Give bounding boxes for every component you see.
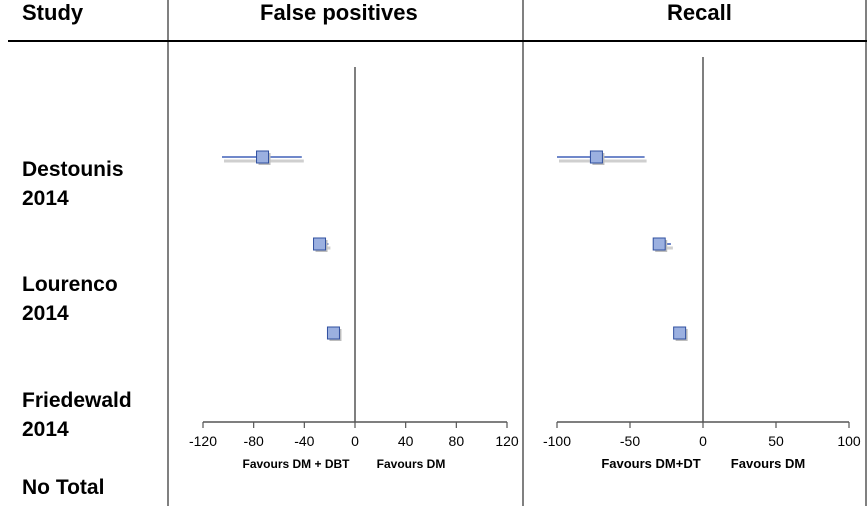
recall-tick-label: 50 [768, 433, 784, 449]
recall-tick-label: 100 [837, 433, 861, 449]
recall-tick-label: -50 [620, 433, 640, 449]
false-positives-panel: -120 -80 -40 0 40 80 120 Favours DM + DBT Favour… [189, 67, 519, 471]
fp-point-estimate [256, 150, 270, 164]
fp-tick-label: 0 [351, 433, 359, 449]
fp-tick-label: -120 [189, 433, 217, 449]
study-label-friedewald: Friedewald 2014 [22, 386, 132, 444]
recall-tick-label: -100 [543, 433, 571, 449]
study-label-no-total: No Total [22, 473, 104, 502]
recall-favours-right-label: Favours DM [731, 456, 805, 471]
fp-point-estimate [326, 326, 340, 340]
recall-point-estimate [652, 237, 666, 251]
study-name: Destounis [22, 158, 124, 181]
study-name: No Total [22, 476, 105, 499]
study-label-destounis: Destounis 2014 [22, 155, 124, 213]
fp-tick-label: 120 [495, 433, 519, 449]
recall-panel: -100 -50 0 50 100 Favours DM+DT Favours DM [543, 57, 861, 471]
recall-point-estimate [589, 150, 603, 164]
study-year: 2014 [22, 418, 69, 441]
recall-tick-label: 0 [699, 433, 707, 449]
fp-tick-label: -80 [244, 433, 264, 449]
fp-favours-left-label: Favours DM + DBT [242, 457, 350, 471]
fp-tick-label: -40 [294, 433, 314, 449]
study-name: Friedewald [22, 389, 132, 412]
recall-header: Recall [667, 0, 732, 25]
recall-point-estimate [673, 326, 687, 340]
study-label-lourenco: Lourenco 2014 [22, 270, 118, 328]
study-year: 2014 [22, 302, 69, 325]
study-column-header: Study [22, 0, 84, 25]
study-year: 2014 [22, 187, 69, 210]
fp-favours-right-label: Favours DM [377, 457, 446, 471]
fp-tick-label: 80 [449, 433, 465, 449]
study-name: Lourenco [22, 273, 118, 296]
recall-favours-left-label: Favours DM+DT [601, 456, 700, 471]
false-positives-header: False positives [260, 0, 418, 25]
fp-point-estimate [313, 237, 327, 251]
fp-tick-label: 40 [398, 433, 414, 449]
